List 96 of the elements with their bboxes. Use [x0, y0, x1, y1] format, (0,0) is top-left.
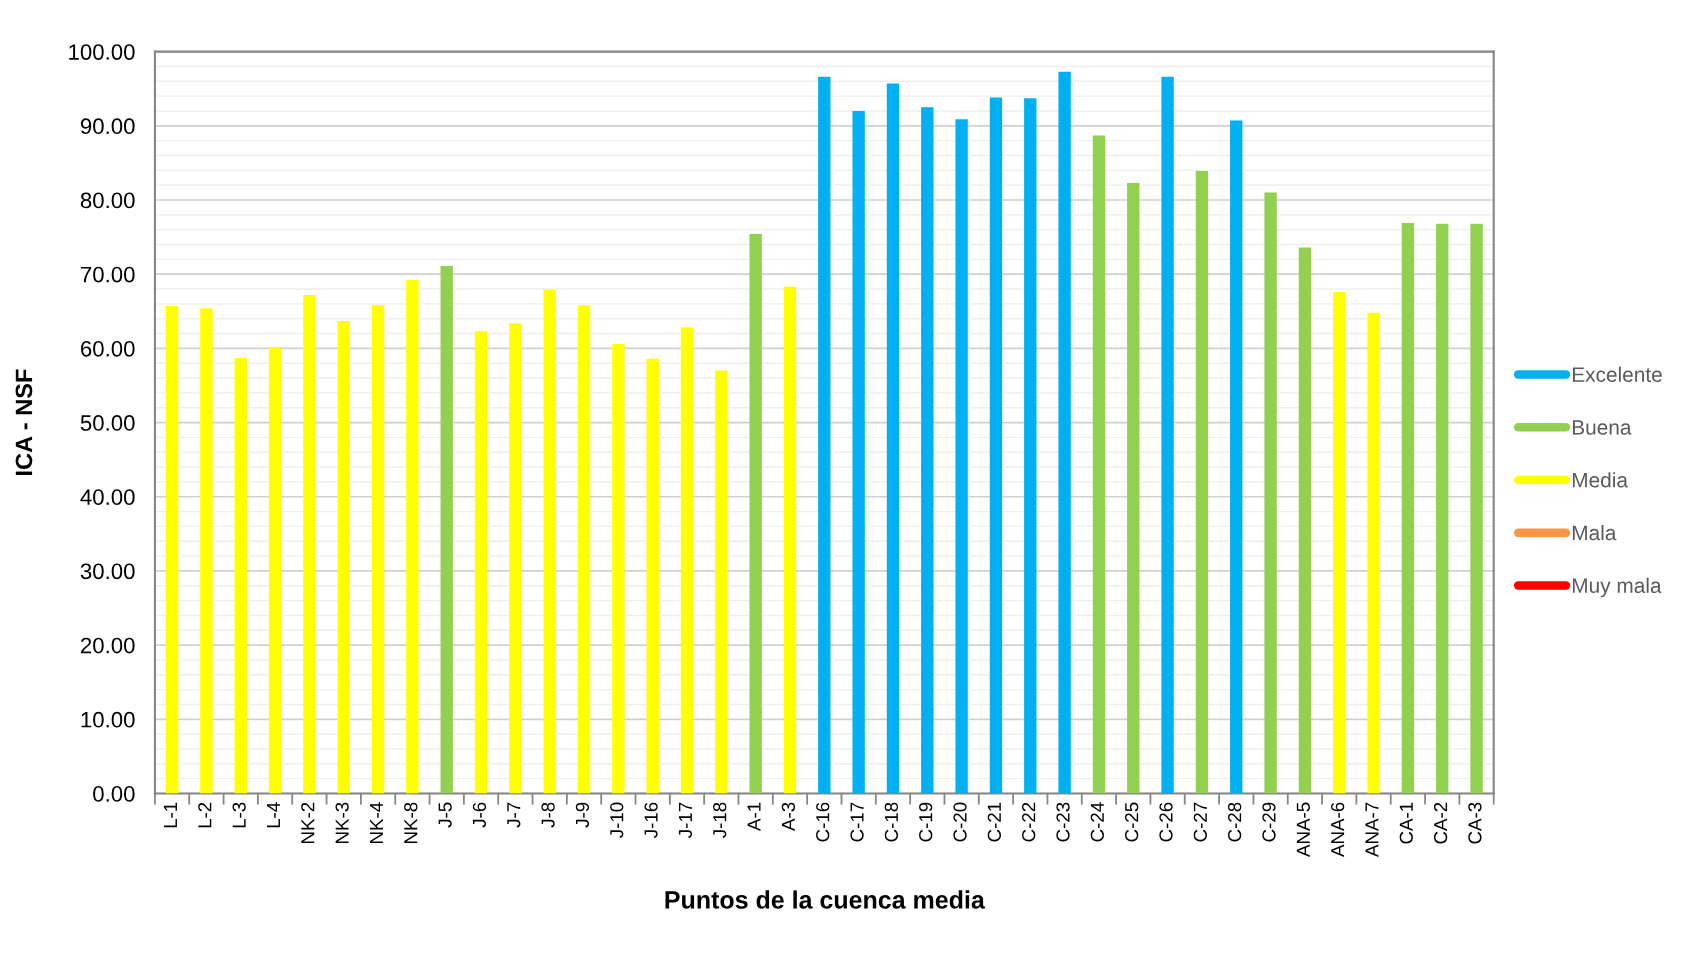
x-tick-label: J-7	[507, 802, 521, 828]
x-tick-label: L-2	[198, 802, 212, 828]
x-tick-label: C-23	[1056, 802, 1070, 842]
bar	[921, 107, 934, 794]
bar	[1264, 192, 1277, 794]
bar	[989, 97, 1003, 794]
x-tick-label: C-22	[1022, 802, 1036, 842]
bar	[406, 280, 419, 794]
x-tick-label: NK-2	[301, 802, 315, 843]
x-tick-label: C-24	[1090, 802, 1104, 842]
x-tick-label: J-10	[610, 802, 624, 838]
bar	[886, 83, 900, 794]
x-tick-label: C-16	[816, 802, 830, 842]
y-tick-label: 40.00	[80, 489, 135, 506]
y-tick-label: 20.00	[81, 637, 135, 654]
bar	[1401, 222, 1415, 794]
x-tick-label: L-3	[232, 802, 246, 828]
bar	[474, 331, 488, 794]
x-tick-label: L-4	[267, 802, 280, 828]
bar	[337, 320, 350, 794]
x-tick-label: J-6	[472, 802, 487, 828]
y-tick-label: 90.00	[80, 118, 135, 135]
bar	[955, 119, 968, 794]
bar	[749, 234, 762, 794]
y-tick-label: 0.00	[93, 786, 135, 802]
x-tick-label: CA-1	[1399, 802, 1413, 844]
legend-label: Excelente	[1572, 366, 1662, 382]
bar	[818, 76, 831, 794]
x-tick-label: C-19	[919, 802, 933, 842]
x-tick-label: C-17	[850, 802, 864, 842]
legend-label: Buena	[1572, 420, 1632, 435]
bar	[646, 358, 659, 794]
bar	[1367, 312, 1380, 794]
y-tick-label: 10.00	[81, 711, 135, 728]
y-tick-label: 100.00	[69, 44, 135, 60]
bar	[577, 305, 591, 794]
y-tick-label: 70.00	[81, 266, 135, 283]
y-tick-label: 50.00	[80, 415, 135, 431]
bar	[1470, 223, 1483, 794]
bar	[1092, 135, 1106, 794]
x-tick-label: C-25	[1125, 802, 1139, 842]
legend-label: Mala	[1572, 524, 1617, 541]
x-tick-label: C-28	[1228, 802, 1242, 842]
x-tick-label: L-1	[164, 802, 177, 828]
bar	[1161, 76, 1174, 794]
x-tick-label: J-16	[644, 802, 658, 838]
bar	[1436, 223, 1449, 794]
bar	[165, 306, 179, 794]
bar	[1298, 247, 1312, 794]
x-tick-label: NK-4	[370, 802, 383, 843]
legend-label: Muy mala	[1572, 577, 1662, 598]
x-tick-label: J-9	[575, 802, 590, 828]
x-tick-label: C-21	[987, 802, 1001, 842]
bar	[268, 346, 282, 794]
x-tick-label: CA-3	[1468, 802, 1482, 844]
bar	[1127, 182, 1140, 794]
bar	[1058, 71, 1071, 794]
bar	[783, 286, 797, 794]
x-tick-label: NK-3	[335, 802, 349, 843]
bar	[543, 289, 556, 794]
bar	[680, 327, 694, 794]
x-tick-label: C-27	[1193, 802, 1207, 842]
bar	[852, 110, 865, 794]
x-tick-label: J-17	[678, 802, 693, 838]
x-tick-label: CA-2	[1433, 802, 1448, 844]
bar	[1230, 120, 1243, 794]
bar	[1024, 98, 1037, 794]
x-tick-label: J-8	[541, 802, 555, 828]
x-tick-label: NK-8	[404, 802, 418, 843]
x-tick-label: C-18	[884, 802, 899, 842]
y-tick-label: 80.00	[80, 192, 135, 209]
y-tick-label: 30.00	[80, 563, 135, 580]
y-tick-label: 60.00	[81, 340, 135, 357]
bar	[200, 308, 213, 794]
legend-label: Media	[1572, 472, 1628, 488]
x-tick-label: C-20	[953, 802, 967, 842]
bar	[1195, 171, 1209, 794]
x-tick-label: C-26	[1159, 802, 1173, 842]
x-tick-label: A-3	[781, 802, 796, 831]
x-tick-label: ANA-6	[1330, 802, 1345, 857]
x-tick-label: J-18	[713, 802, 727, 838]
x-tick-label: C-29	[1262, 802, 1276, 842]
bar	[509, 323, 522, 794]
bar	[612, 343, 625, 794]
x-tick-label: ANA-7	[1365, 802, 1379, 857]
bar	[715, 370, 728, 794]
bar	[234, 358, 247, 794]
bar	[303, 294, 316, 794]
x-tick-label: A-1	[747, 802, 761, 831]
bar	[1333, 291, 1346, 794]
x-tick-label: J-5	[438, 802, 452, 828]
x-axis-title: Puntos de la cuenca media	[665, 890, 985, 909]
x-tick-label: ANA-5	[1296, 802, 1310, 857]
bar	[440, 266, 453, 794]
bar	[371, 305, 385, 794]
y-axis-title: ICA - NSF	[15, 369, 33, 475]
